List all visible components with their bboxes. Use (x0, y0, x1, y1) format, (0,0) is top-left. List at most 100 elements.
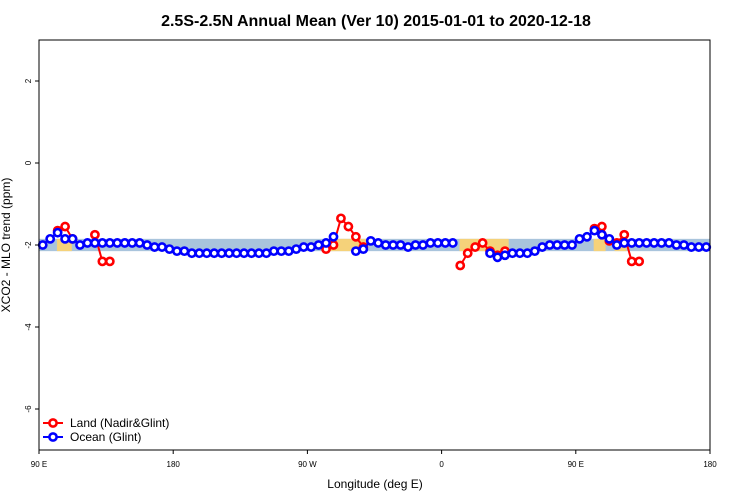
ocean-data-point (216, 248, 227, 259)
legend-marker-land (48, 418, 58, 428)
ocean-data-point (686, 242, 697, 252)
ocean-data-point (693, 242, 704, 252)
ocean-data-point (671, 240, 682, 250)
y-axis-label: XCO2 - MLO trend (ppm) (0, 178, 13, 313)
ocean-data-point (172, 246, 182, 257)
ocean-data-point (209, 248, 220, 259)
ocean-data-point (604, 233, 615, 244)
ocean-data-point (403, 242, 413, 252)
ocean-data-point (52, 227, 63, 238)
land-data-point (470, 242, 481, 252)
ocean-data-point (313, 240, 324, 250)
x-tick-label: 90 W (298, 460, 317, 469)
ocean-data-point (201, 248, 212, 259)
ocean-data-point (641, 238, 652, 248)
land-data-point (60, 221, 70, 232)
ocean-data-point (410, 240, 421, 250)
series-group (37, 213, 712, 271)
ocean-data-point (254, 248, 264, 259)
ocean-data-point (194, 248, 205, 259)
ocean-data-point (626, 238, 637, 248)
ocean-data-point (537, 242, 548, 252)
ocean-data-point (157, 242, 167, 252)
ocean-data-point (112, 238, 123, 248)
legend-label-ocean: Ocean (Glint) (70, 430, 141, 444)
x-tick-label: 90 E (31, 460, 47, 469)
ocean-data-point (567, 240, 577, 250)
ocean-data-point (134, 238, 145, 248)
y-tick-label: -4 (24, 323, 33, 331)
ocean-data-point (328, 231, 339, 242)
ocean-data-point (649, 238, 659, 248)
ocean-data-point (559, 240, 570, 250)
land-data-point (104, 256, 115, 267)
land-data-point (619, 229, 630, 240)
ocean-data-point (239, 248, 249, 259)
legend-marker-ocean (48, 432, 58, 442)
land-data-point (477, 238, 488, 248)
ocean-data-point (388, 240, 399, 250)
ocean-data-point (37, 240, 48, 250)
ocean-data-point (119, 238, 130, 248)
ocean-data-point (350, 246, 361, 257)
ocean-data-point (97, 238, 108, 248)
land-data-point (343, 221, 354, 232)
land-data-point (336, 213, 346, 224)
ocean-data-point (127, 238, 138, 248)
ocean-data-point (291, 244, 302, 254)
ocean-data-point (679, 240, 689, 250)
land-data-point (455, 260, 466, 271)
y-tick-label: -2 (24, 241, 33, 249)
ocean-data-point (268, 246, 279, 257)
ocean-data-point (500, 250, 510, 261)
ocean-data-point (67, 233, 78, 244)
land-data-point (634, 256, 645, 267)
ocean-data-point (619, 238, 630, 248)
ocean-data-point (90, 238, 100, 248)
land-data-point (350, 231, 361, 242)
x-tick-label: 0 (439, 460, 444, 469)
ocean-data-point (283, 246, 294, 257)
ocean-data-point (373, 238, 384, 248)
ocean-data-point (425, 238, 436, 248)
ocean-data-point (589, 225, 600, 236)
land-data-point (328, 240, 339, 250)
ocean-data-point (358, 244, 369, 254)
land-data-point (462, 248, 473, 259)
ocean-data-point (142, 240, 153, 250)
y-tick-label: 2 (24, 78, 33, 83)
land-data-point (90, 229, 100, 240)
ocean-data-point (514, 248, 525, 259)
ocean-data-point (306, 242, 317, 252)
x-tick-label: 90 E (568, 460, 584, 469)
land-data-point (626, 256, 637, 267)
y-tick-label: 0 (24, 160, 33, 165)
ocean-data-point (485, 248, 495, 259)
ocean-data-point (507, 248, 518, 259)
ocean-data-point (75, 240, 85, 250)
ocean-data-point (664, 238, 674, 248)
ocean-data-point (45, 233, 56, 244)
ocean-data-point (529, 246, 540, 257)
x-tick-label: 180 (703, 460, 717, 469)
ocean-data-point (582, 231, 592, 242)
ocean-data-point (552, 240, 563, 250)
ocean-data-point (611, 240, 622, 250)
ocean-data-point (634, 238, 645, 248)
ocean-data-point (432, 238, 443, 248)
ocean-data-point (418, 240, 428, 250)
ocean-data-point (656, 238, 667, 248)
ocean-data-point (321, 238, 331, 248)
ocean-data-point (365, 235, 376, 246)
legend-label-land: Land (Nadir&Glint) (70, 416, 169, 430)
ocean-data-point (298, 242, 309, 252)
ocean-data-point (380, 240, 391, 250)
y-axis: 2 0 -2 -4 -6 (24, 78, 39, 413)
ocean-data-point (149, 242, 160, 252)
ocean-data-point (522, 248, 533, 259)
land-data-point (97, 256, 108, 267)
x-tick-label: 180 (167, 460, 181, 469)
ocean-data-point (179, 246, 190, 257)
chart-title: 2.5S-2.5N Annual Mean (Ver 10) 2015-01-0… (161, 13, 591, 30)
